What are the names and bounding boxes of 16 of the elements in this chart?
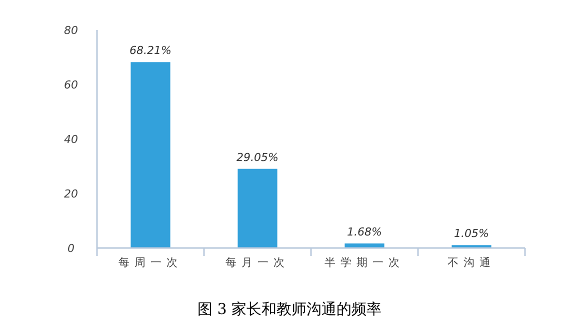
y-tick-label: 0 xyxy=(68,242,74,255)
y-tick-label: 40 xyxy=(64,132,78,146)
text: 图 3 家长和教师沟通的频率 xyxy=(197,300,382,318)
y-tick-label: 80 xyxy=(64,24,78,37)
x-tick-label: 每周一次 xyxy=(118,256,182,269)
data-label: 1.05% xyxy=(454,227,489,240)
x-tick-label: 半学期一次 xyxy=(324,256,404,269)
data-label: 68.21% xyxy=(130,44,172,58)
y-tick-label: 20 xyxy=(64,187,78,200)
data-label: 1.68% xyxy=(347,225,382,238)
x-tick-label: 每月一次 xyxy=(226,256,290,269)
bar xyxy=(130,62,170,248)
data-label: 29.05% xyxy=(236,150,278,164)
bar xyxy=(238,168,278,248)
y-tick-label: 60 xyxy=(64,78,78,92)
x-tick-label: 不沟通 xyxy=(448,256,496,269)
